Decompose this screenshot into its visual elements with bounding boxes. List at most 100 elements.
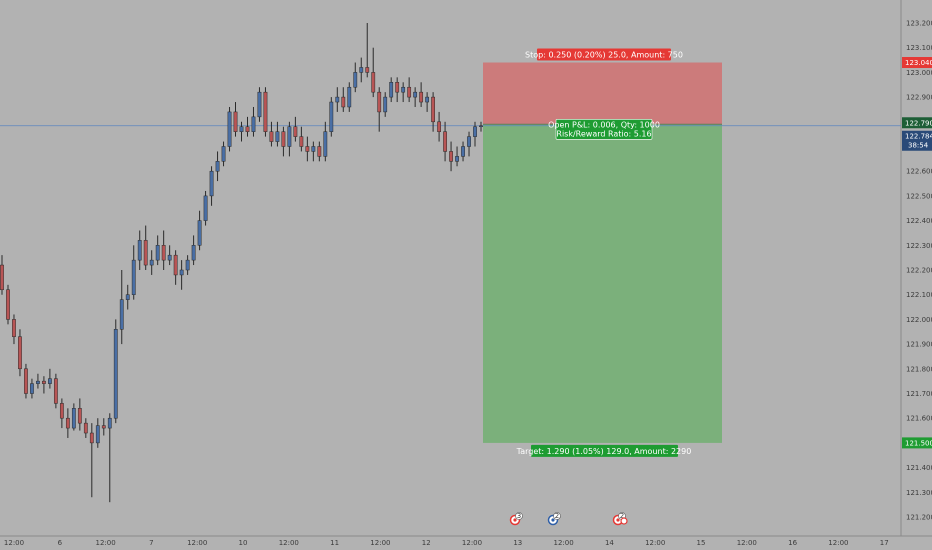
candle-up-body [323, 131, 328, 157]
candle-up-body [257, 91, 262, 118]
candle [48, 368, 52, 389]
time-tick-label: 12:00 [828, 539, 848, 547]
time-tick-label: 12:00 [4, 539, 24, 547]
time-tick-label: 13 [513, 539, 522, 547]
target-label[interactable]: Target: 1.290 (1.05%) 129.0, Amount: 229… [516, 444, 692, 457]
target-label-box [531, 444, 678, 457]
candle [443, 121, 447, 162]
event-marker-dot [616, 518, 620, 522]
entry-price-tag: 122.790 [902, 117, 932, 129]
price-tick-label: 122.100 [906, 291, 932, 299]
candle [317, 141, 322, 162]
candle [425, 92, 430, 112]
candle-up-body [359, 67, 364, 73]
candle-down-body [407, 86, 412, 98]
candle [185, 255, 190, 275]
event-count-text: 2 [620, 512, 624, 520]
candle-down-body [293, 126, 298, 137]
price-tick-label: 121.300 [906, 489, 932, 497]
candle [437, 111, 441, 142]
price-tick-label: 121.900 [906, 341, 932, 349]
candle-up-body [191, 245, 196, 261]
candle-up-body [221, 146, 226, 162]
candle [341, 87, 346, 112]
candle [203, 190, 208, 226]
target-price-tag-text: 121.500 [905, 439, 932, 447]
candle-down-body [12, 319, 16, 337]
time-tick-label: 7 [149, 539, 153, 547]
candle-down-body [89, 432, 94, 444]
take-profit-zone[interactable] [483, 124, 722, 443]
candle-down-body [161, 245, 166, 261]
candle [95, 418, 100, 448]
time-axis[interactable]: 12:00 6 12:00 7 12:00 10 12:00 11 12:00 12 12:00 13… [4, 539, 889, 547]
candle-down-body [419, 91, 424, 103]
open-pnl-text: Open P&L: 0.006, Qty: 1000 [548, 120, 660, 129]
candle-down-body [305, 146, 310, 152]
event-flag-icon[interactable]: 3 [509, 512, 523, 526]
candle [30, 378, 34, 399]
candle-down-body [0, 264, 4, 291]
candle [467, 131, 471, 157]
stop-loss-zone[interactable] [483, 62, 722, 125]
candle-down-body [281, 131, 286, 147]
candle-up-body [455, 156, 459, 162]
economic-events[interactable]: 3 2 2 [509, 512, 628, 526]
candle-down-body [59, 403, 64, 419]
event-marker [620, 517, 628, 525]
candle-up-body [311, 146, 316, 152]
candle [24, 363, 28, 399]
candle-down-body [18, 336, 22, 370]
candle-up-body [467, 136, 471, 147]
candle [167, 245, 172, 266]
candle-up-body [197, 220, 202, 246]
time-tick-label: 17 [880, 539, 889, 547]
time-tick-label: 16 [788, 539, 797, 547]
candle-down-body [443, 131, 447, 152]
candle-up-body [36, 380, 40, 384]
target-price-tag-box [902, 437, 932, 449]
stop-label[interactable]: Stop: 0.250 (0.20%) 25.0, Amount: 750 [525, 48, 683, 61]
candle [227, 106, 232, 152]
event-marker-dot [551, 518, 555, 522]
candle [83, 418, 88, 438]
candle-down-body [317, 146, 322, 157]
candle-down-body [299, 136, 304, 147]
price-tick-label: 122.200 [906, 267, 932, 275]
candle-down-body [42, 380, 46, 384]
candle [407, 77, 412, 103]
candle-up-body [209, 170, 214, 197]
candle-down-body [365, 67, 370, 73]
candle-down-body [233, 111, 238, 132]
price-tick-label: 122.400 [906, 217, 932, 225]
candle-up-body [48, 378, 52, 384]
candle [173, 250, 178, 285]
event-count-text: 2 [555, 512, 559, 520]
event-flag-icon[interactable]: 2 [547, 512, 561, 526]
time-tick-label: 11 [330, 539, 339, 547]
candle [191, 235, 196, 266]
candle [101, 418, 106, 436]
time-tick-label: 12 [422, 539, 431, 547]
candle [215, 151, 220, 182]
price-axis[interactable]: 123.200123.100123.000122.900122.800122.7… [906, 20, 932, 522]
candle [245, 116, 250, 137]
candle [455, 146, 459, 167]
candle-up-body [131, 259, 136, 295]
candle-up-body [137, 240, 142, 261]
candle [365, 23, 370, 78]
candle [479, 121, 483, 132]
candle [125, 284, 130, 310]
price-tick-label: 121.200 [906, 514, 932, 522]
candle-up-body [335, 96, 340, 103]
candle-down-body [65, 417, 70, 429]
open-pnl-label[interactable]: Open P&L: 0.006, Qty: 1000 Risk/Reward R… [548, 118, 660, 140]
event-count-text: 3 [517, 512, 521, 520]
candle [257, 87, 262, 122]
candle-down-body [269, 131, 274, 142]
candle-up-body [119, 299, 124, 330]
candle-up-body [71, 408, 76, 429]
time-tick-label: 12:00 [96, 539, 116, 547]
